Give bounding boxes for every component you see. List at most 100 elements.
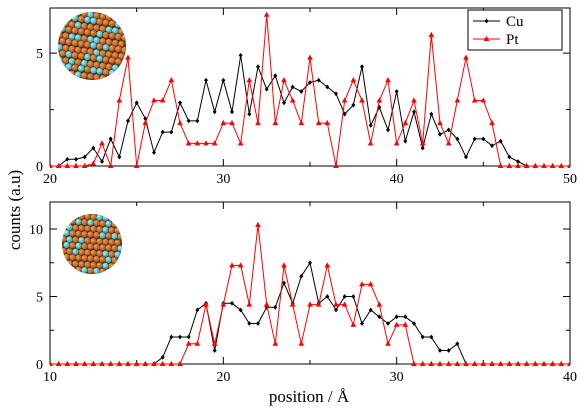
x-tick-label: 40 [390,172,404,187]
y-tick-label: 0 [36,160,43,175]
cluster-top-atoms [58,12,126,80]
y-axis-label: counts (a.u) [5,170,24,250]
cu-atom [102,68,110,76]
data-point-pt [376,301,383,307]
data-point-pt [385,77,391,83]
pt-atom [58,56,64,64]
data-point-pt [402,119,409,126]
cu-atom [69,229,76,237]
data-point-cu [455,136,460,142]
pt-atom [83,16,91,24]
cu-atom [89,54,98,62]
cu-atom [75,266,82,274]
data-point-pt [393,321,400,327]
data-point-cu [464,154,468,160]
data-point-pt [90,360,97,366]
cu-atom [111,76,119,80]
data-point-cu [221,77,226,83]
data-point-pt [402,321,409,327]
data-point-pt [489,360,495,366]
data-point-pt [64,162,71,168]
data-point-pt [246,301,253,307]
data-point-pt [411,97,417,103]
data-point-cu [438,132,442,137]
data-point-cu [472,136,477,142]
data-point-pt [281,77,287,83]
data-point-cu [360,64,364,70]
cu-atom [63,253,70,261]
pt-atom [75,242,82,250]
cu-atom [96,42,104,51]
cu-atom [93,231,100,239]
data-point-pt [315,301,322,307]
data-point-cu [238,53,243,58]
pt-atom [65,50,73,58]
data-point-pt [471,97,478,103]
data-point-pt [515,162,521,168]
data-point-pt [324,262,331,268]
data-point-cu [195,118,200,124]
cu-atom [102,31,110,39]
cu-atom [99,255,106,263]
x-tick-label: 40 [563,370,577,385]
cu-atom [93,219,100,227]
pt-atom [63,229,70,237]
data-point-cu [290,84,295,90]
cu-atom [81,242,88,250]
data-point-cu [498,138,503,144]
cu-atom [58,68,64,76]
data-point-cu [394,89,399,94]
data-point-pt [107,360,114,366]
cu-atom [71,51,79,59]
data-point-pt [194,340,201,346]
data-point-cu [299,89,304,94]
data-point-pt [567,162,570,168]
data-point-pt [350,321,357,327]
data-point-pt [237,140,244,146]
pt-atom [102,43,110,51]
data-point-pt [159,360,166,366]
cu-atom [62,247,67,255]
data-point-pt [125,54,131,60]
data-point-cu [420,145,425,151]
x-tick-label: 30 [216,172,230,187]
data-point-cu [256,321,260,326]
cu-atom [81,230,88,238]
data-point-pt [350,77,357,83]
data-point-cu [446,127,451,133]
cu-atom [83,65,91,73]
data-point-cu [334,307,338,313]
bottom-panel: 10 20 30 40 0 5 10 [29,201,577,385]
data-point-pt [237,262,244,268]
data-point-pt [471,360,478,366]
data-point-cu [117,154,122,160]
cu-atom [117,233,122,241]
data-point-pt [185,340,192,346]
cu-atom [65,26,73,34]
data-point-cu [351,102,356,108]
cu-atom [99,219,106,227]
cu-atom [96,18,104,26]
cu-atom [66,214,73,219]
cluster-bottom-atoms [62,214,122,274]
cu-atom [69,217,76,225]
data-point-pt [480,360,487,366]
data-point-cu [134,100,139,106]
data-point-cu [169,129,174,135]
data-point-pt [393,140,400,146]
data-point-cu [247,321,252,326]
series-layer [50,221,570,367]
cu-atom [62,235,67,243]
data-point-pt [263,11,270,17]
cu-atom [62,259,67,267]
data-point-cu [143,116,148,121]
data-point-pt [142,360,149,366]
cu-atom [62,12,70,15]
cu-atom [102,19,110,27]
cu-atom [120,34,126,42]
data-point-pt [289,301,296,307]
data-point-pt [298,340,305,346]
data-point-cu [308,260,312,266]
data-point-cu [386,321,390,326]
y-tick-label: 10 [29,223,43,238]
